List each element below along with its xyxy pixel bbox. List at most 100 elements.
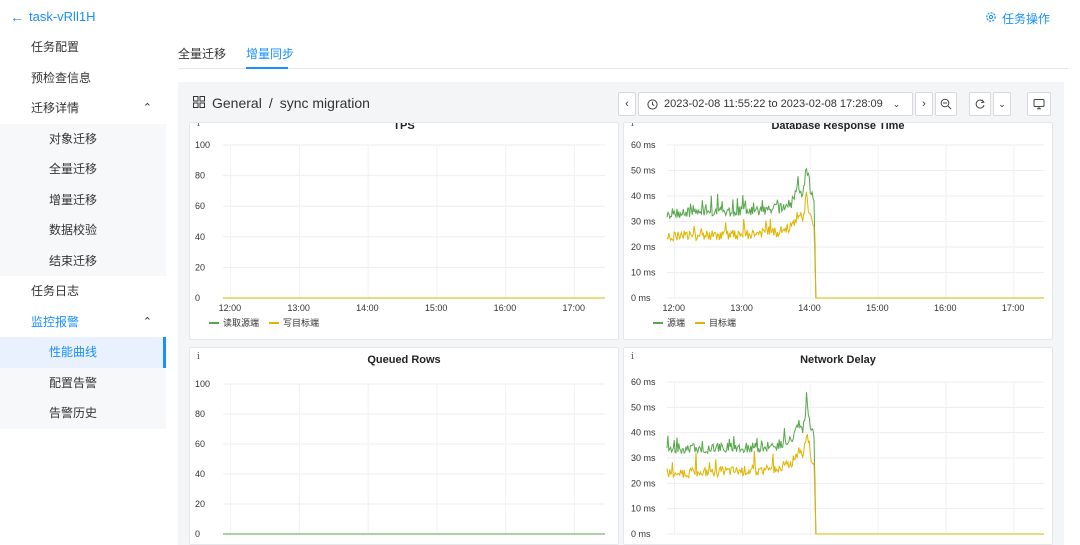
top-bar: ← task-vRll1H 任务操作 <box>0 0 1080 32</box>
task-operations-button[interactable]: 任务操作 <box>985 10 1050 27</box>
time-shift-forward-button[interactable]: › <box>915 92 933 116</box>
refresh-interval-dropdown[interactable]: ⌄ <box>993 92 1011 116</box>
legend-label[interactable]: 源端 <box>667 317 685 328</box>
sidebar-item-task-log[interactable]: 任务日志 <box>0 276 166 307</box>
y-tick-label: 60 <box>195 439 205 449</box>
y-tick-label: 50 ms <box>631 166 656 176</box>
active-tab-indicator <box>246 67 288 69</box>
tps-chart: 0 20 40 60 80 100 12:00 13:00 14:00 15:00 16:00 17:… <box>195 140 605 328</box>
legend-label[interactable]: 写目标端 <box>283 317 319 328</box>
sidebar-item-label: 任务配置 <box>31 40 80 54</box>
chevron-right-icon: › <box>922 98 926 110</box>
legend-label[interactable]: 读取源端 <box>223 317 259 328</box>
dashboard-grid-icon <box>193 95 205 111</box>
sidebar-item-label: 迁移详情 <box>31 101 80 115</box>
y-tick-label: 100 <box>195 379 210 389</box>
x-tick-label: 15:00 <box>425 303 448 313</box>
sidebar-item-incremental-migration[interactable]: 增量迁移 <box>0 184 166 215</box>
legend-swatch <box>653 322 663 324</box>
chevron-up-icon: ⌃ <box>142 315 152 328</box>
sidebar-item-alert-history[interactable]: 告警历史 <box>0 398 166 429</box>
legend-swatch <box>695 322 705 324</box>
chevron-down-icon: ⌄ <box>892 98 901 109</box>
sidebar-item-label: 结束迁移 <box>49 253 98 268</box>
refresh-icon <box>974 98 986 110</box>
x-tick-label: 16:00 <box>494 303 517 313</box>
info-icon[interactable]: i <box>631 352 634 362</box>
sidebar-item-label: 数据校验 <box>49 223 98 237</box>
legend-label[interactable]: 目标端 <box>709 317 736 328</box>
y-tick-label: 0 ms <box>631 293 651 303</box>
y-tick-label: 20 ms <box>631 242 656 252</box>
chart-title: Database Response Time <box>771 122 905 132</box>
sidebar-item-full-migration[interactable]: 全量迁移 <box>0 154 166 185</box>
info-icon[interactable]: i <box>197 352 200 362</box>
sidebar-item-task-config[interactable]: 任务配置 <box>0 32 166 63</box>
x-tick-label: 13:00 <box>730 303 753 313</box>
zoom-out-button[interactable] <box>935 92 957 116</box>
time-shift-back-button[interactable]: ‹ <box>618 92 636 116</box>
time-range-picker[interactable]: 2023-02-08 11:55:22 to 2023-02-08 17:28:… <box>638 92 913 116</box>
sidebar-item-object-migration[interactable]: 对象迁移 <box>0 123 166 154</box>
y-tick-label: 0 <box>195 293 200 303</box>
arrow-left-icon: ← <box>10 8 24 25</box>
chart-card-network-delay: i Network Delay 0 ms 10 ms 20 ms 30 ms 40 ms… <box>623 347 1053 545</box>
chart-card-db-response-time: i Database Response Time 0 ms 10 ms 20 ms 3… <box>623 122 1053 340</box>
series-line <box>666 433 1044 535</box>
legend-swatch <box>209 322 219 324</box>
tab-bar: 全量迁移 增量同步 <box>178 36 1068 69</box>
back-link[interactable]: ← task-vRll1H <box>10 9 95 24</box>
queued-rows-chart: 0 20 40 60 80 100 <box>195 379 605 539</box>
y-tick-label: 20 <box>195 262 205 272</box>
chevron-up-icon: ⌃ <box>142 102 152 114</box>
db-response-time-chart: 0 ms 10 ms 20 ms 30 ms 40 ms 50 ms 60 ms 12:00 1… <box>631 140 1044 328</box>
gear-icon <box>985 11 997 26</box>
sidebar-item-label: 预检查信息 <box>31 70 92 85</box>
x-tick-label: 14:00 <box>356 303 379 313</box>
x-tick-label: 15:00 <box>866 303 889 313</box>
chevron-down-icon: ⌄ <box>998 98 1006 109</box>
sidebar-item-end-migration[interactable]: 结束迁移 <box>0 245 166 276</box>
task-name: task-vRll1H <box>29 9 96 24</box>
refresh-button[interactable] <box>969 92 991 116</box>
y-tick-label: 60 ms <box>631 140 656 150</box>
info-icon[interactable]: i <box>197 122 200 129</box>
y-tick-label: 60 ms <box>631 377 656 387</box>
monitor-icon <box>1033 98 1045 110</box>
y-tick-label: 100 <box>195 140 210 150</box>
x-tick-label: 16:00 <box>934 303 957 313</box>
zoom-out-icon <box>940 98 952 110</box>
sidebar-item-label: 增量迁移 <box>49 192 98 207</box>
x-tick-label: 17:00 <box>1002 303 1025 313</box>
sidebar-item-data-validation[interactable]: 数据校验 <box>0 215 166 246</box>
sidebar-item-migration-details[interactable]: 迁移详情 ⌃ <box>0 93 166 124</box>
sidebar-item-label: 性能曲线 <box>49 345 98 359</box>
sidebar-item-label: 配置告警 <box>49 375 98 390</box>
y-tick-label: 50 ms <box>631 402 656 412</box>
sidebar-item-label: 告警历史 <box>49 406 98 420</box>
x-tick-label: 12:00 <box>663 303 686 313</box>
dashboard-title: General / sync migration <box>193 95 370 111</box>
sidebar-item-label: 对象迁移 <box>49 131 98 146</box>
view-mode-button[interactable] <box>1027 92 1051 116</box>
tab-incremental-sync[interactable]: 增量同步 <box>246 47 295 61</box>
y-tick-label: 40 <box>195 232 205 242</box>
sidebar: 任务配置 预检查信息 迁移详情 ⌃ 对象迁移 全量迁移 增量迁移 数据校验 结束迁… <box>0 32 166 545</box>
sidebar-item-performance-curve[interactable]: 性能曲线 <box>0 337 166 368</box>
sidebar-item-precheck[interactable]: 预检查信息 <box>0 63 166 94</box>
sidebar-item-monitoring-alerts[interactable]: 监控报警 ⌃ <box>0 307 166 338</box>
y-tick-label: 80 <box>195 171 205 181</box>
legend-swatch <box>269 322 279 324</box>
y-tick-label: 40 <box>195 469 205 479</box>
task-operations-label: 任务操作 <box>1001 12 1050 26</box>
info-icon[interactable]: i <box>631 122 634 129</box>
dashboard-name: sync migration <box>279 95 370 111</box>
y-tick-label: 60 <box>195 201 205 211</box>
breadcrumb-separator: / <box>268 95 273 111</box>
dashboard-folder[interactable]: General <box>212 95 262 111</box>
y-tick-label: 20 <box>195 499 205 509</box>
y-tick-label: 10 ms <box>631 504 656 514</box>
x-tick-label: 17:00 <box>562 303 585 313</box>
tab-full-migration[interactable]: 全量迁移 <box>178 47 227 61</box>
sidebar-item-alert-config[interactable]: 配置告警 <box>0 367 166 398</box>
